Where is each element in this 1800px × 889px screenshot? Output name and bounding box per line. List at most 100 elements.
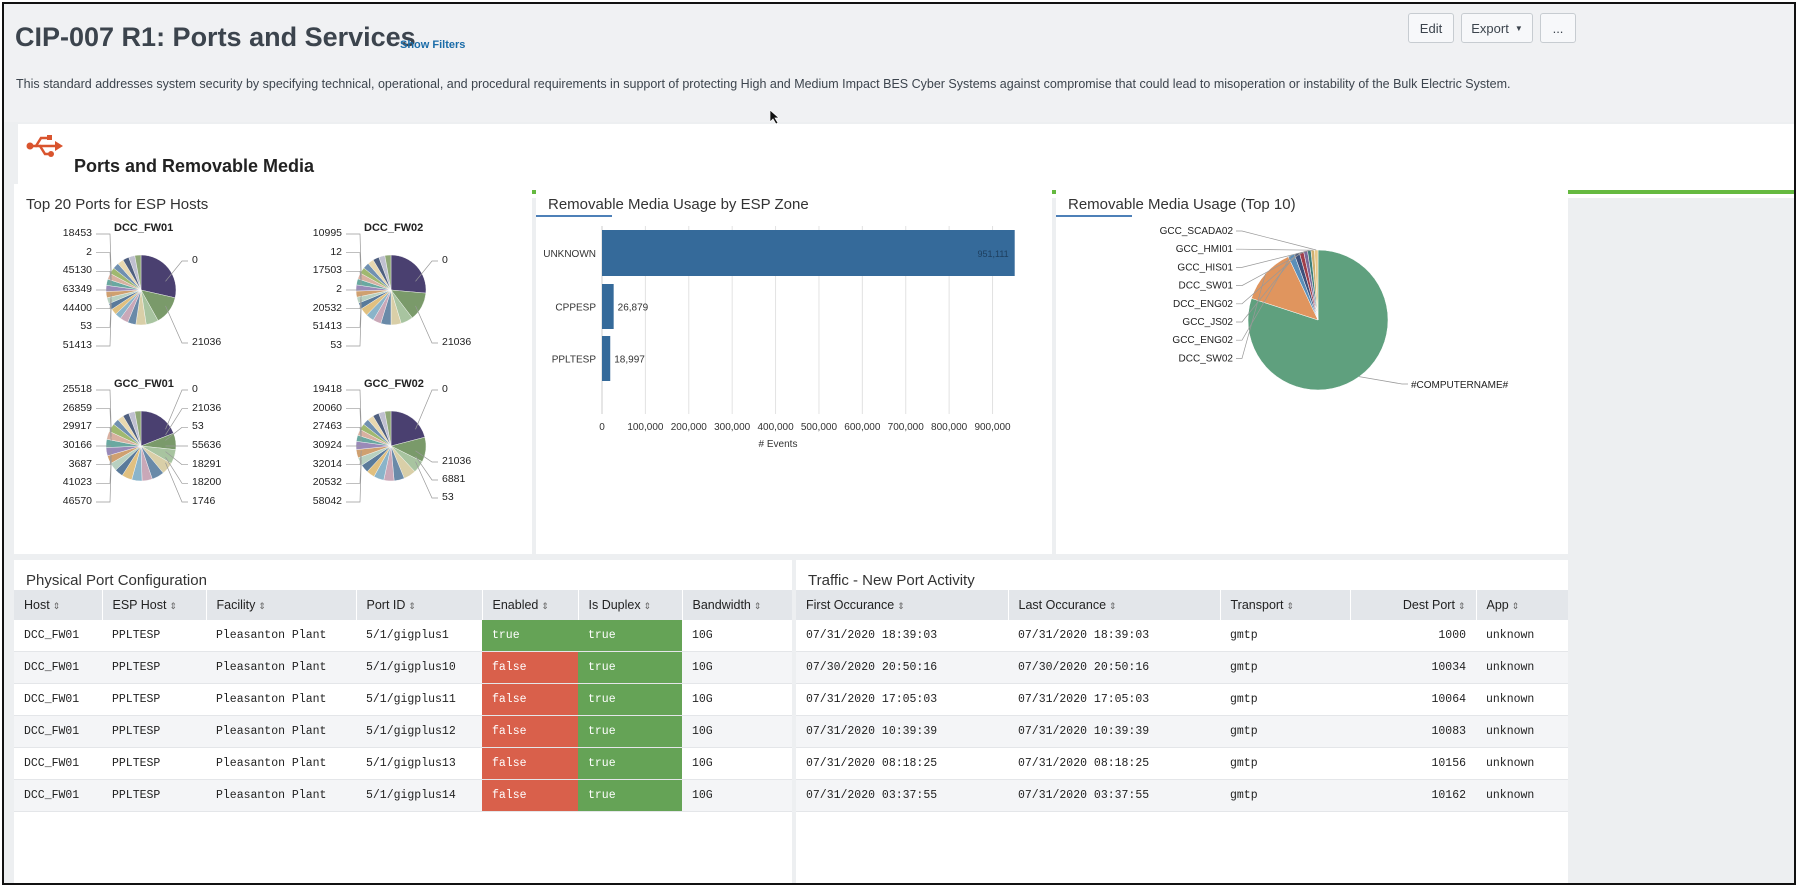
table-cell: gmtp xyxy=(1220,683,1350,716)
physical-column-header[interactable]: Enabled ⇕ xyxy=(482,590,579,620)
physical-column-header[interactable]: Port ID ⇕ xyxy=(356,590,483,620)
table-row[interactable]: DCC_FW01 PPLTESP Pleasanton Plant 5/1/gigpl… xyxy=(14,779,792,812)
port-pie-label: 45130 xyxy=(62,264,92,277)
sort-icon[interactable]: ⇕ xyxy=(408,601,416,611)
port-pie-label: 1746 xyxy=(192,495,216,507)
zone-value-label: 18,997 xyxy=(614,355,645,366)
table-cell: 07/31/2020 17:05:03 xyxy=(1008,683,1220,716)
top10-label: GCC_HIS01 xyxy=(1177,262,1233,273)
table-cell: DCC_FW01 xyxy=(14,715,102,748)
port-pie-leader xyxy=(346,389,362,433)
page-title: CIP-007 R1: Ports and Services xyxy=(15,22,416,52)
port-pie-slice[interactable] xyxy=(384,410,392,447)
more-options-button[interactable]: ... xyxy=(1540,13,1576,43)
table-row[interactable]: 07/31/2020 17:05:03 07/31/2020 17:05:03 gm… xyxy=(796,683,1568,716)
table-cell: 1000 xyxy=(1350,620,1476,652)
table-row[interactable]: DCC_FW01 PPLTESP Pleasanton Plant 5/1/gigpl… xyxy=(14,651,792,684)
traffic-table: First Occurance ⇕ Last Occurance ⇕ Transport… xyxy=(796,590,1568,812)
traffic-column-header[interactable]: Dest Port ⇕ xyxy=(1350,590,1477,620)
sort-icon[interactable]: ⇕ xyxy=(52,601,61,611)
table-cell: false xyxy=(482,747,578,780)
zone-panel-title: Removable Media Usage by ESP Zone xyxy=(548,196,809,213)
physical-column-header[interactable]: Is Duplex ⇕ xyxy=(578,590,683,620)
port-pie-slice[interactable] xyxy=(140,410,174,447)
table-row[interactable]: 07/30/2020 20:50:16 07/30/2020 20:50:16 gm… xyxy=(796,651,1568,684)
sort-icon[interactable]: ⇕ xyxy=(258,601,266,611)
table-row[interactable]: DCC_FW01 PPLTESP Pleasanton Plant 5/1/gigpl… xyxy=(14,747,792,780)
physical-port-table: Host ⇕ ESP Host ⇕ Facility ⇕ Port ID ⇕ Enabled ⇕ I… xyxy=(14,590,792,812)
sort-icon[interactable]: ⇕ xyxy=(643,601,652,611)
port-pie-label: 21036 xyxy=(192,401,222,414)
sort-icon[interactable]: ⇕ xyxy=(753,601,762,611)
sort-icon[interactable]: ⇕ xyxy=(1109,601,1117,611)
port-pie-label: 20060 xyxy=(312,401,342,414)
sort-icon[interactable]: ⇕ xyxy=(541,601,549,611)
column-header-label: Transport xyxy=(1230,598,1284,612)
table-cell: 07/30/2020 20:50:16 xyxy=(796,651,1008,684)
traffic-column-header[interactable]: App ⇕ xyxy=(1476,590,1568,620)
port-pie-svg xyxy=(346,233,438,347)
zone-bar[interactable] xyxy=(602,284,614,329)
port-pie-slice[interactable] xyxy=(390,254,427,294)
top10-label: GCC_JS02 xyxy=(1182,317,1233,328)
port-pie-label: 63349 xyxy=(62,283,92,295)
top10-leader xyxy=(1236,253,1298,323)
traffic-panel: Traffic - New Port Activity First Occura… xyxy=(796,560,1568,883)
traffic-column-header[interactable]: First Occurance ⇕ xyxy=(796,590,1009,620)
table-row[interactable]: 07/31/2020 03:37:55 07/31/2020 03:37:55 gm… xyxy=(796,779,1568,812)
table-cell: gmtp xyxy=(1220,779,1350,812)
physical-column-header[interactable]: Host ⇕ xyxy=(14,590,103,620)
sort-icon[interactable]: ⇕ xyxy=(1286,601,1295,611)
top10-label: GCC_ENG02 xyxy=(1172,335,1233,346)
traffic-column-header[interactable]: Transport ⇕ xyxy=(1220,590,1351,620)
port-pie-leader xyxy=(415,389,438,430)
port-pie-leader xyxy=(165,457,188,484)
sort-icon[interactable]: ⇕ xyxy=(897,601,905,611)
table-cell: DCC_FW01 xyxy=(14,620,102,652)
port-pie-slice[interactable] xyxy=(134,410,142,447)
port-pie-label: 26859 xyxy=(62,401,92,414)
table-row[interactable]: DCC_FW01 PPLTESP Pleasanton Plant 5/1/gigpl… xyxy=(14,683,792,716)
caret-down-icon: ▼ xyxy=(1514,23,1523,33)
export-button[interactable]: Export ▼ xyxy=(1461,13,1533,43)
physical-port-panel: Physical Port Configuration Host ⇕ ESP Hos… xyxy=(14,560,792,883)
table-cell: true xyxy=(578,651,682,684)
table-row[interactable]: 07/31/2020 08:18:25 07/31/2020 08:18:25 gm… xyxy=(796,747,1568,780)
table-cell: 07/31/2020 08:18:25 xyxy=(796,747,1008,780)
physical-column-header[interactable]: Bandwidth ⇕ xyxy=(682,590,792,620)
sort-icon[interactable]: ⇕ xyxy=(1511,601,1520,611)
table-cell: DCC_FW01 xyxy=(14,683,102,716)
table-row[interactable]: DCC_FW01 PPLTESP Pleasanton Plant 5/1/gigpl… xyxy=(14,620,792,652)
physical-column-header[interactable]: Facility ⇕ xyxy=(206,590,357,620)
table-cell: unknown xyxy=(1476,747,1568,780)
top10-leader xyxy=(1236,250,1306,286)
sort-icon[interactable]: ⇕ xyxy=(1457,601,1466,611)
port-pie-label: 21036 xyxy=(442,455,472,467)
port-pie-leader xyxy=(96,252,112,281)
table-cell: 10162 xyxy=(1350,779,1476,812)
table-row[interactable]: 07/31/2020 10:39:39 07/31/2020 10:39:39 gm… xyxy=(796,715,1568,748)
port-pie-slice[interactable] xyxy=(134,254,142,291)
edit-button[interactable]: Edit xyxy=(1408,13,1454,43)
port-pie-slice[interactable] xyxy=(384,254,392,291)
show-filters-link[interactable]: Show Filters xyxy=(400,39,466,51)
top10-leader xyxy=(1359,376,1408,385)
sort-icon[interactable]: ⇕ xyxy=(169,601,178,611)
port-pie-slice[interactable] xyxy=(140,254,177,299)
zone-bar[interactable] xyxy=(602,336,611,381)
table-row[interactable]: DCC_FW01 PPLTESP Pleasanton Plant 5/1/gigpl… xyxy=(14,715,792,748)
table-row[interactable]: 07/31/2020 18:39:03 07/31/2020 18:39:03 gm… xyxy=(796,620,1568,652)
port-pie-leader xyxy=(96,294,112,310)
port-pie-label: 25518 xyxy=(62,383,92,395)
top10-pie-slice[interactable] xyxy=(1314,249,1319,321)
port-pie-slice[interactable] xyxy=(390,410,426,447)
table-cell: 07/31/2020 03:37:55 xyxy=(796,779,1008,812)
port-pie-label: 27463 xyxy=(312,420,342,433)
zone-bar[interactable] xyxy=(602,230,1015,276)
table-cell: PPLTESP xyxy=(102,779,206,812)
traffic-column-header[interactable]: Last Occurance ⇕ xyxy=(1008,590,1221,620)
top10-panel: Removable Media Usage (Top 10) #COMPUTER… xyxy=(1056,184,1568,554)
physical-column-header[interactable]: ESP Host ⇕ xyxy=(102,590,207,620)
port-pie-leader xyxy=(346,450,362,466)
zone-value-label: 951,111 xyxy=(977,249,1008,259)
